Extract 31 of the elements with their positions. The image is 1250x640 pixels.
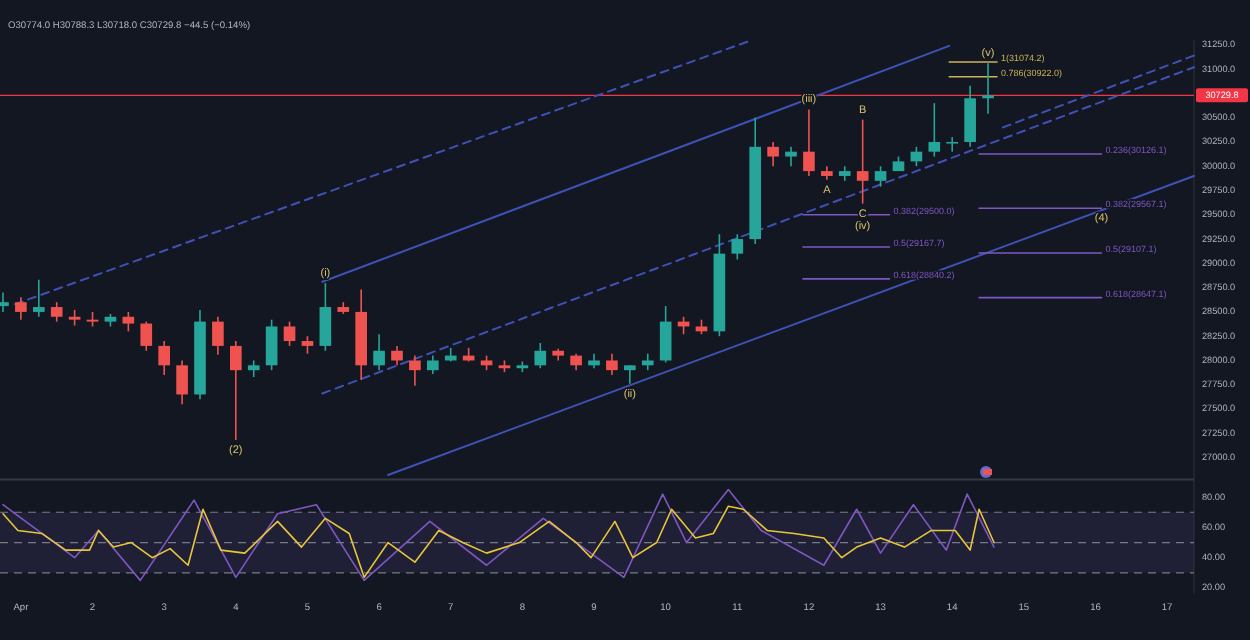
candlestick <box>946 136 959 153</box>
candlestick <box>247 359 260 378</box>
candlestick <box>731 233 744 261</box>
candlestick <box>928 102 941 158</box>
candlestick <box>982 62 994 115</box>
candlestick <box>15 296 27 321</box>
candlestick <box>391 345 403 367</box>
candlestick <box>964 84 976 148</box>
candlestick <box>659 305 672 364</box>
candlestick <box>803 108 815 177</box>
candlestick <box>283 320 296 347</box>
candlestick <box>32 279 45 318</box>
candlestick <box>427 354 439 375</box>
candlestick <box>265 318 278 371</box>
candlestick <box>319 282 332 352</box>
candlestick <box>767 141 779 168</box>
candlestick <box>140 320 153 352</box>
candlestick <box>624 364 636 385</box>
candlestick <box>212 315 224 356</box>
candlestick <box>534 342 547 370</box>
candlestick <box>176 359 188 405</box>
candlestick <box>50 301 63 323</box>
candlestick <box>229 340 242 441</box>
candlestick <box>874 165 887 188</box>
candlestick <box>373 333 385 371</box>
candlestick <box>606 352 618 376</box>
candlestick <box>856 118 869 205</box>
candlestick <box>409 354 421 387</box>
candlestick <box>785 146 797 168</box>
candlestick <box>158 340 170 376</box>
candlestick <box>122 311 135 333</box>
